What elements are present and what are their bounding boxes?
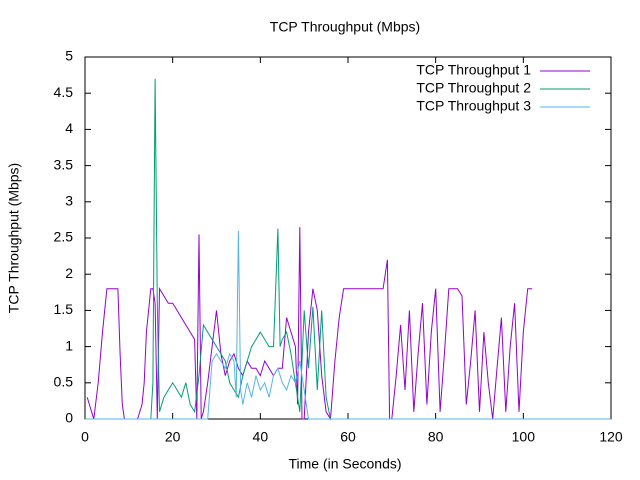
x-tick-label: 40	[253, 429, 269, 445]
x-tick-label: 60	[340, 429, 356, 445]
x-axis-label: Time (in Seconds)	[288, 456, 401, 472]
y-tick-label: 1	[65, 337, 73, 353]
legend-label: TCP Throughput 1	[416, 62, 531, 78]
y-tick-label: 3.5	[54, 156, 74, 172]
x-tick-label: 120	[599, 429, 623, 445]
series-line	[85, 230, 611, 420]
plot-frame	[84, 56, 612, 420]
y-tick-label: 4.5	[54, 84, 74, 100]
y-tick-label: 0	[65, 410, 73, 426]
x-tick-label: 20	[165, 429, 181, 445]
x-tick-label: 100	[512, 429, 536, 445]
x-tick-label: 80	[428, 429, 444, 445]
x-tick-label: 0	[81, 429, 89, 445]
y-tick-label: 4	[65, 120, 73, 136]
series-line	[86, 227, 533, 421]
y-tick-label: 2	[65, 265, 73, 281]
series-line	[85, 78, 611, 420]
legend-label: TCP Throughput 2	[416, 80, 531, 96]
chart-title: TCP Throughput (Mbps)	[270, 19, 420, 35]
y-tick-label: 1.5	[54, 301, 74, 317]
y-tick-label: 3	[65, 193, 73, 209]
y-tick-label: 5	[65, 48, 73, 64]
legend-label: TCP Throughput 3	[416, 98, 531, 114]
y-tick-label: 2.5	[54, 229, 74, 245]
y-axis-label: TCP Throughput (Mbps)	[6, 163, 22, 313]
y-tick-label: 0.5	[54, 374, 74, 390]
